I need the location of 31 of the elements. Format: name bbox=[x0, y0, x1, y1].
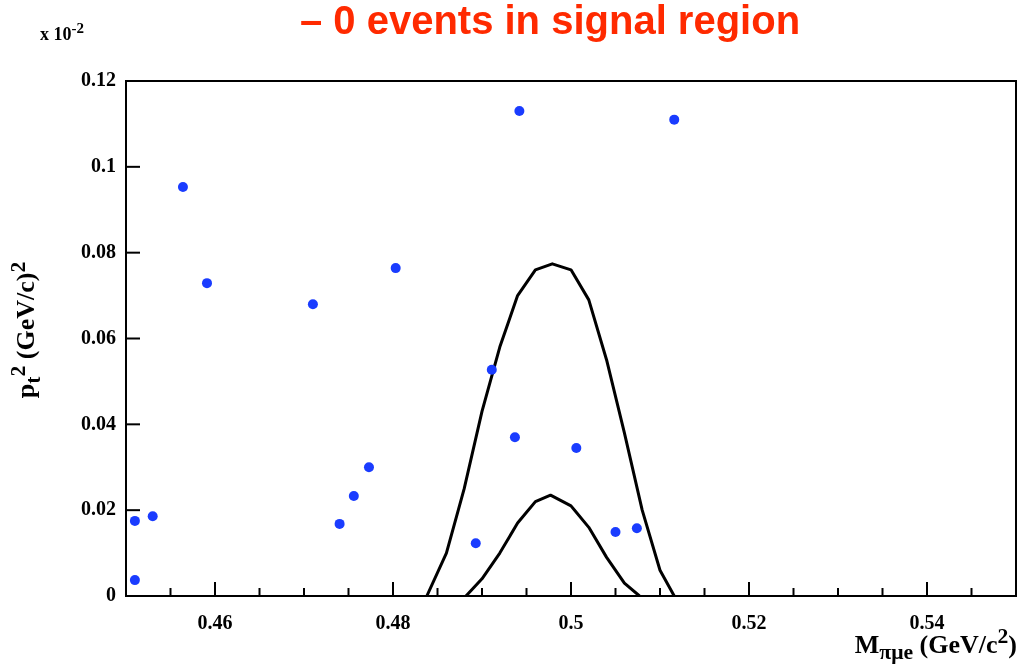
point bbox=[390, 263, 401, 274]
point bbox=[177, 182, 188, 192]
x-tick-label: 0.48 bbox=[375, 611, 411, 634]
point bbox=[129, 515, 140, 526]
point bbox=[348, 491, 359, 501]
point bbox=[486, 364, 497, 375]
y-tick-label: 0.02 bbox=[81, 497, 116, 520]
point bbox=[334, 518, 345, 529]
point bbox=[147, 511, 158, 522]
point bbox=[571, 442, 582, 453]
y-tick-label: 0.06 bbox=[81, 325, 116, 348]
point bbox=[129, 575, 140, 586]
point bbox=[509, 432, 520, 443]
point bbox=[201, 278, 212, 289]
point bbox=[514, 106, 525, 117]
y-tick-label: 0 bbox=[106, 583, 116, 606]
x-tick-label: 0.46 bbox=[197, 611, 233, 634]
y-tick-label: 0.1 bbox=[91, 154, 116, 177]
y-tick-label: 0.12 bbox=[81, 68, 116, 91]
point bbox=[669, 114, 680, 125]
y-tick-label: 0.04 bbox=[81, 411, 116, 434]
chart-title: – 0 events in signal region bbox=[298, 0, 802, 43]
point bbox=[470, 538, 481, 549]
y-tick-label: 0.08 bbox=[81, 239, 116, 262]
x-tick-label: 0.5 bbox=[558, 611, 584, 634]
point bbox=[610, 527, 621, 538]
x-tick-label: 0.52 bbox=[731, 611, 767, 634]
point bbox=[307, 299, 318, 310]
text: x 10$^{-2}$ bbox=[40, 20, 84, 45]
point bbox=[631, 523, 642, 534]
point bbox=[363, 462, 374, 473]
